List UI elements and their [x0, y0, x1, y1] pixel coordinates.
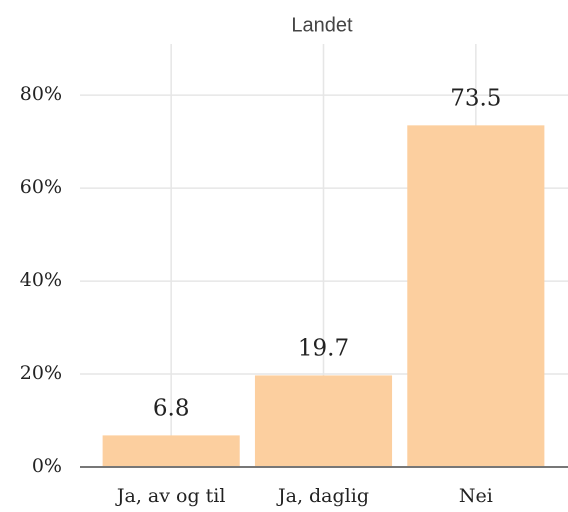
chart-title: Landet: [291, 14, 353, 36]
bar: [407, 125, 545, 467]
y-tick-label: 60%: [20, 176, 62, 198]
y-tick-label: 0%: [32, 455, 62, 477]
bar: [102, 435, 240, 467]
x-tick-label: Ja, daglig: [276, 485, 369, 507]
value-label: 6.8: [153, 395, 190, 421]
x-tick-label: Nei: [459, 485, 493, 507]
x-tick-label: Ja, av og til: [115, 485, 226, 507]
y-tick-label: 80%: [20, 83, 62, 105]
y-tick-label: 20%: [20, 362, 62, 384]
value-label: 73.5: [450, 85, 501, 111]
bar: [254, 375, 393, 467]
y-tick-label: 40%: [20, 269, 62, 291]
value-label: 19.7: [298, 335, 349, 361]
